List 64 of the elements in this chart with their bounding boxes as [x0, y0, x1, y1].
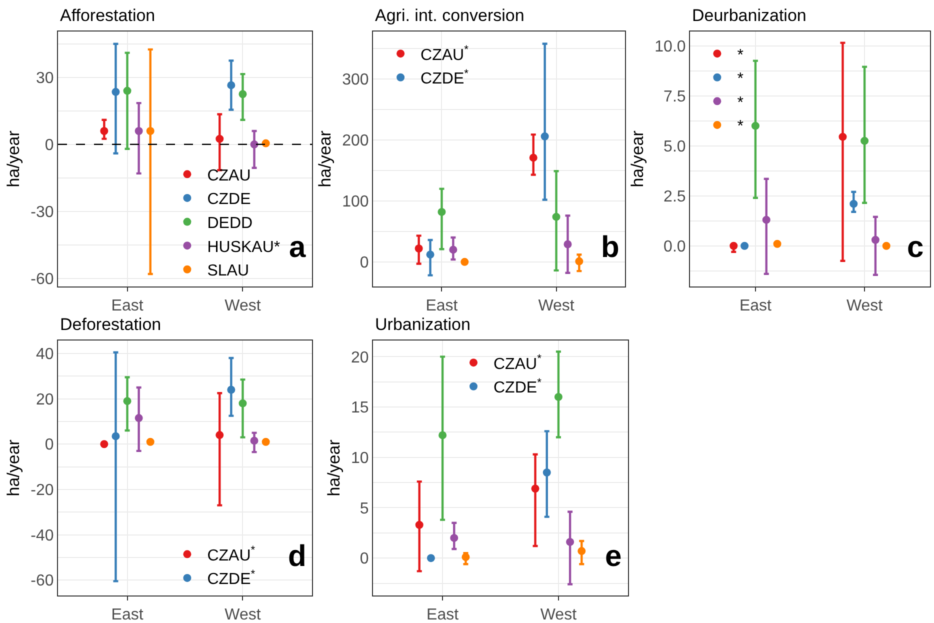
y-tick-label: 20 [36, 391, 54, 408]
legend-label: CZDE$^{*}$ [420, 68, 470, 88]
y-axis-title: ha/year [4, 439, 24, 496]
legend-label: CZAU$^{*}$ [207, 544, 256, 564]
chart-title: Deforestation [60, 315, 162, 334]
chart-title: Agri. int. conversion [375, 6, 524, 25]
legend-label: * [737, 118, 744, 136]
y-tick-label: 200 [342, 132, 369, 150]
x-tick-label: West [540, 606, 578, 623]
y-tick-label: -40 [30, 527, 54, 544]
chart-title: Urbanization [375, 315, 470, 334]
x-tick-label: East [426, 297, 458, 314]
y-tick-label: 0 [44, 137, 54, 154]
annotation: c [907, 231, 924, 264]
annotation: a [289, 231, 306, 264]
y-tick-label: 100 [342, 194, 369, 211]
legend-label: * [737, 70, 744, 88]
x-tick-label: East [111, 297, 144, 314]
y-axis-title: ha/year [316, 130, 335, 188]
y-axis-title: ha/year [4, 130, 24, 188]
legend-label: CZAU$^{*}$ [420, 44, 470, 64]
y-tick-label: 5.0 [664, 138, 686, 156]
y-tick-label: 10.0 [654, 38, 686, 56]
annotation: e [605, 540, 622, 573]
x-tick-label: East [426, 606, 460, 623]
y-tick-label: 300 [342, 72, 369, 89]
chart-title: Afforestation [60, 6, 156, 25]
legend-label: * [737, 94, 744, 112]
legend-label: CZDE$^{*}$ [207, 568, 256, 588]
x-tick-label: West [224, 297, 262, 314]
y-tick-label: -20 [30, 482, 54, 500]
y-tick-label: -60 [30, 572, 54, 590]
y-tick-label: -30 [30, 204, 54, 222]
chart-title: Deurbanization [692, 6, 806, 25]
x-tick-label: West [538, 297, 575, 314]
y-tick-label: 40 [36, 346, 54, 364]
y-tick-label: 2.5 [664, 188, 686, 206]
y-axis-title: ha/year [324, 439, 344, 496]
legend-label: CZAU$^{*}$ [494, 353, 542, 373]
legend-label: CZDE [207, 191, 251, 208]
annotation: b [601, 231, 620, 264]
legend-label: CZDE$^{*}$ [494, 376, 542, 397]
x-tick-label: East [111, 606, 144, 623]
legend-label: SLAU [207, 262, 250, 280]
y-tick-label: -60 [30, 271, 54, 288]
legend-label: CZAU [207, 167, 251, 184]
y-tick-label: 7.5 [664, 88, 686, 106]
y-tick-label: 5 [360, 500, 369, 518]
y-tick-label: 20 [351, 349, 369, 366]
y-tick-label: 30 [36, 70, 54, 87]
y-axis-title: ha/year [628, 130, 648, 188]
x-tick-label: West [224, 606, 262, 623]
y-tick-label: 0 [44, 436, 54, 454]
y-tick-label: 15 [351, 400, 369, 417]
y-tick-label: 0 [360, 254, 369, 272]
legend-label: * [737, 46, 744, 64]
y-tick-label: 10 [351, 450, 369, 467]
x-tick-label: West [846, 297, 884, 314]
annotation: d [288, 540, 306, 573]
y-tick-label: 0 [360, 550, 369, 568]
y-tick-label: 0.0 [664, 238, 686, 256]
legend-label: DEDD [207, 215, 253, 232]
x-tick-label: East [739, 297, 772, 314]
legend-label: HUSKAU* [207, 238, 280, 256]
